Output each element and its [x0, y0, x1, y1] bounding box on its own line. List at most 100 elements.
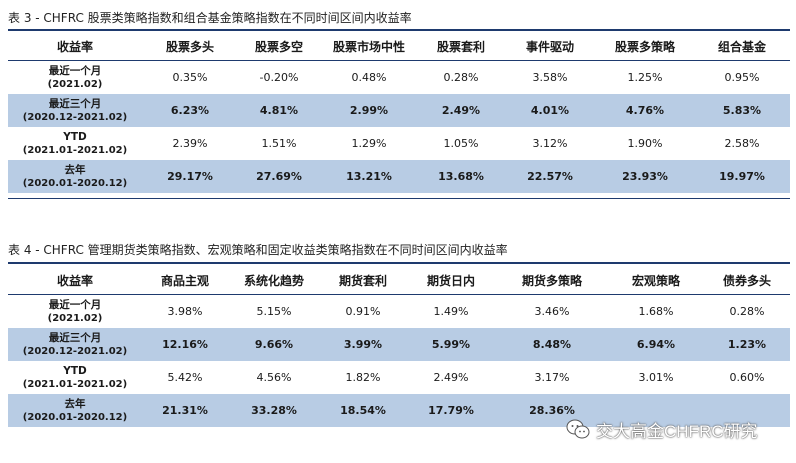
table-cell: 1.82% [320, 361, 406, 394]
column-header: 股票市场中性 [332, 39, 405, 54]
table-cell: 1.68% [608, 294, 704, 328]
table-cell: 4.01% [504, 94, 596, 127]
table-cell [704, 394, 790, 427]
row-label: YTD (2021.01-2021.02) [8, 361, 142, 394]
table-cell: 2.58% [694, 127, 790, 160]
column-header: 债券多头 [722, 273, 771, 288]
table-cell: 4.56% [228, 361, 320, 394]
table-cell: 3.12% [504, 127, 596, 160]
table-row: 最近三个月 (2020.12-2021.02) 12.16% 9.66% 3.99… [8, 328, 790, 361]
column-header: 期货日内 [426, 273, 475, 288]
table-cell: 5.42% [142, 361, 228, 394]
table-cell: 6.23% [142, 94, 238, 127]
column-header: 事件驱动 [525, 39, 574, 54]
table-cell: 21.31% [142, 394, 228, 427]
table-cell: 28.36% [496, 394, 608, 427]
row-label: 最近三个月 (2020.12-2021.02) [8, 328, 142, 361]
table3: 收益率 股票多头 股票多空 股票市场中性 股票套利 事件驱动 股票多策略 组合基… [8, 32, 790, 193]
table-row: YTD (2021.01-2021.02) 5.42% 4.56% 1.82% 2… [8, 361, 790, 394]
table-cell: 8.48% [496, 328, 608, 361]
table-cell: 4.81% [238, 94, 320, 127]
table-cell: 19.97% [694, 160, 790, 193]
table3-caption: 表 3 - CHFRC 股票类策略指数和组合基金策略指数在不同时间区间内收益率 [8, 11, 412, 25]
column-header: 股票多空 [254, 39, 303, 54]
table-cell: 29.17% [142, 160, 238, 193]
table-cell: 0.28% [418, 60, 504, 94]
table-cell: 2.99% [320, 94, 418, 127]
row-label: 去年 (2020.01-2020.12) [8, 160, 142, 193]
column-header: 收益率 [56, 39, 93, 54]
table-cell: -0.20% [238, 60, 320, 94]
column-header: 期货套利 [338, 273, 387, 288]
watermark: 交大高金CHFRC研究 [566, 416, 758, 442]
column-header: 股票多头 [165, 39, 214, 54]
table-cell: 18.54% [320, 394, 406, 427]
column-header: 股票多策略 [614, 39, 675, 54]
table-cell: 13.68% [418, 160, 504, 193]
table3-top-rule [8, 29, 790, 31]
table-row: YTD (2021.01-2021.02) 2.39% 1.51% 1.29% 1… [8, 127, 790, 160]
table3-bottom-rule [8, 198, 790, 199]
table-cell: 1.90% [596, 127, 694, 160]
table-cell: 0.48% [320, 60, 418, 94]
table4-caption: 表 4 - CHFRC 管理期货类策略指数、宏观策略和固定收益类策略指数在不同时… [8, 243, 508, 257]
table-cell: 0.28% [704, 294, 790, 328]
table-cell: 33.28% [228, 394, 320, 427]
row-label: 最近三个月 (2020.12-2021.02) [8, 94, 142, 127]
row-label: 最近一个月 (2021.02) [8, 294, 142, 328]
row-label: YTD (2021.01-2021.02) [8, 127, 142, 160]
table-cell [608, 394, 704, 427]
table-cell: 2.49% [406, 361, 496, 394]
table-cell: 0.95% [694, 60, 790, 94]
table-cell: 5.15% [228, 294, 320, 328]
column-header: 宏观策略 [631, 273, 680, 288]
table-cell: 0.91% [320, 294, 406, 328]
table-cell: 23.93% [596, 160, 694, 193]
table-cell: 1.51% [238, 127, 320, 160]
column-header: 系统化趋势 [243, 273, 304, 288]
table3-header-row: 收益率 股票多头 股票多空 股票市场中性 股票套利 事件驱动 股票多策略 组合基… [8, 32, 790, 61]
table4: 收益率 商品主观 系统化趋势 期货套利 期货日内 期货多策略 宏观策略 债券多头… [8, 266, 790, 427]
table-cell: 0.60% [704, 361, 790, 394]
table-row: 最近三个月 (2020.12-2021.02) 6.23% 4.81% 2.99%… [8, 94, 790, 127]
table-cell: 1.23% [704, 328, 790, 361]
table-cell: 1.05% [418, 127, 504, 160]
table-cell: 0.35% [142, 60, 238, 94]
table4-top-rule [8, 262, 790, 264]
table-row: 最近一个月 (2021.02) 0.35% -0.20% 0.48% 0.28% … [8, 60, 790, 94]
wechat-icon [566, 419, 590, 439]
table-cell: 3.17% [496, 361, 608, 394]
table-cell: 13.21% [320, 160, 418, 193]
table4-header-row: 收益率 商品主观 系统化趋势 期货套利 期货日内 期货多策略 宏观策略 债券多头 [8, 266, 790, 295]
column-header: 收益率 [56, 273, 93, 288]
table-cell: 5.83% [694, 94, 790, 127]
row-label: 最近一个月 (2021.02) [8, 60, 142, 94]
table-row: 去年 (2020.01-2020.12) 21.31% 33.28% 18.54%… [8, 394, 790, 427]
table-row: 去年 (2020.01-2020.12) 29.17% 27.69% 13.21%… [8, 160, 790, 193]
table-cell: 22.57% [504, 160, 596, 193]
column-header: 商品主观 [160, 273, 209, 288]
table-row: 最近一个月 (2021.02) 3.98% 5.15% 0.91% 1.49% 3… [8, 294, 790, 328]
table-cell: 3.58% [504, 60, 596, 94]
row-label: 去年 (2020.01-2020.12) [8, 394, 142, 427]
table-cell: 3.01% [608, 361, 704, 394]
table-cell: 27.69% [238, 160, 320, 193]
table-cell: 2.39% [142, 127, 238, 160]
watermark-text: 交大高金CHFRC研究 [596, 421, 758, 441]
column-header: 期货多策略 [521, 273, 582, 288]
table-cell: 12.16% [142, 328, 228, 361]
column-header: 组合基金 [717, 39, 766, 54]
table-cell: 3.99% [320, 328, 406, 361]
table-cell: 2.49% [418, 94, 504, 127]
table-cell: 4.76% [596, 94, 694, 127]
table-cell: 1.49% [406, 294, 496, 328]
table-cell: 1.25% [596, 60, 694, 94]
column-header: 股票套利 [436, 39, 485, 54]
table-cell: 9.66% [228, 328, 320, 361]
table-cell: 3.98% [142, 294, 228, 328]
table-cell: 6.94% [608, 328, 704, 361]
table-cell: 3.46% [496, 294, 608, 328]
table-cell: 17.79% [406, 394, 496, 427]
table-cell: 5.99% [406, 328, 496, 361]
table-cell: 1.29% [320, 127, 418, 160]
